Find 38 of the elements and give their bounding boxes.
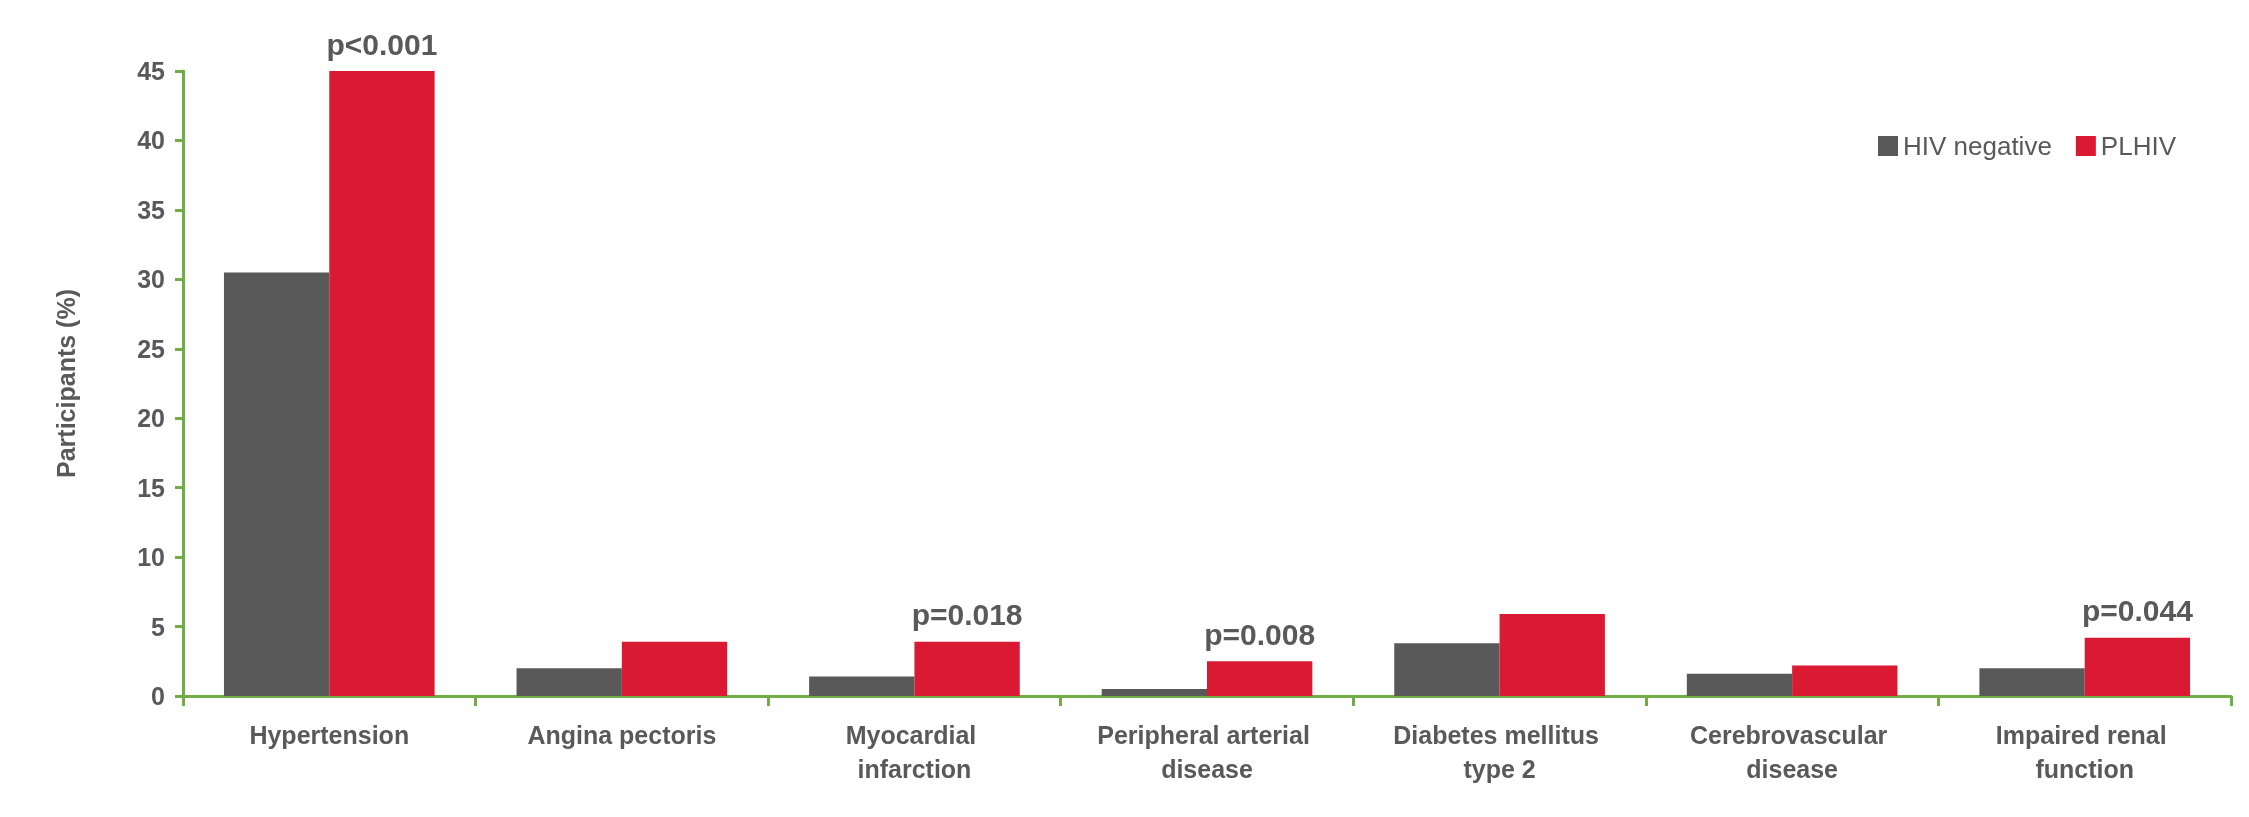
annotation: p=0.018	[911, 598, 1023, 632]
y-tick-label: 40	[137, 126, 165, 155]
y-tick-label: 35	[137, 195, 166, 224]
y-tick-label: 30	[137, 265, 165, 294]
annotation: p=0.044	[2081, 594, 2194, 628]
bar	[809, 676, 915, 696]
x-tick-label: Myocardial infarction	[845, 721, 984, 783]
bar	[1394, 643, 1500, 696]
bar	[1686, 673, 1793, 696]
bar	[329, 71, 435, 696]
bar	[2084, 637, 2191, 696]
y-tick-label: 5	[151, 612, 166, 641]
y-tick-label: 25	[137, 334, 166, 363]
bar	[1979, 668, 2085, 696]
y-tick-label: 15	[137, 473, 166, 502]
x-tick-label: Impaired renal function	[1995, 721, 2174, 783]
x-tick-label: Hypertension	[249, 721, 410, 749]
legend-label: HIV negative	[1902, 131, 2052, 161]
x-tick-label: Diabetes mellitus type 2	[1393, 721, 1606, 783]
bar	[516, 668, 622, 696]
bar	[914, 641, 1020, 696]
x-tick-label: Angina pectoris	[527, 721, 717, 749]
bar	[1792, 665, 1898, 696]
annotation: p<0.001	[326, 27, 438, 61]
bar	[1207, 661, 1313, 696]
annotation: p=0.008	[1204, 617, 1316, 651]
bar	[223, 272, 330, 696]
y-tick-label: 45	[137, 57, 166, 85]
y-tick-label: 20	[137, 404, 165, 433]
legend-label: PLHIV	[2100, 131, 2177, 161]
y-tick-label: 10	[137, 543, 165, 572]
x-tick-label: Peripheral arterial disease	[1097, 721, 1317, 783]
bar	[621, 641, 728, 696]
bar	[1101, 689, 1207, 696]
y-axis-title: Participants (%)	[51, 289, 80, 478]
x-tick-label: Cerebrovascular disease	[1690, 721, 1895, 783]
y-tick-label: 0	[151, 682, 165, 710]
bar	[1499, 614, 1605, 696]
